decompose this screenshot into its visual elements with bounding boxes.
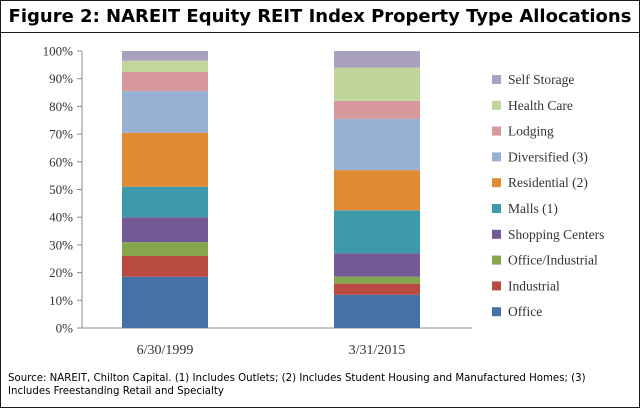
- bar-segment: [122, 132, 208, 187]
- legend-swatch: [492, 100, 501, 110]
- legend-swatch: [492, 255, 501, 265]
- legend-label: Office: [508, 304, 542, 319]
- legend-label: Health Care: [508, 98, 573, 113]
- y-tick-label: 20%: [49, 265, 73, 280]
- x-category-label: 6/30/1999: [137, 343, 194, 358]
- axis-layer: 0% 10% 20% 30% 40% 50% 60% 70% 80% 90% 100% 6/30/19…: [43, 44, 472, 358]
- legend-swatch: [492, 204, 501, 213]
- stacked-bar-chart: 0% 10% 20% 30% 40% 50% 60% 70% 80% 90% 100% 6/30/19…: [43, 44, 605, 359]
- legend-layer: Self Storage Health Care Lodging Diversifie…: [492, 72, 604, 319]
- legend-swatch: [492, 229, 501, 239]
- y-tick-label: 80%: [49, 99, 73, 114]
- legend-swatch: [492, 307, 501, 317]
- bar-segment: [334, 118, 420, 171]
- bar-segment: [122, 71, 208, 92]
- legend-swatch: [492, 178, 501, 188]
- legend-label: Shopping Centers: [508, 227, 604, 242]
- legend-label: Residential (2): [508, 175, 588, 190]
- y-tick-label: 90%: [49, 71, 73, 86]
- legend-label: Lodging: [508, 124, 554, 139]
- bar-segment: [334, 294, 420, 328]
- y-tick-label: 60%: [49, 154, 73, 169]
- bar-segment: [334, 210, 420, 254]
- bar-layer: [122, 51, 420, 328]
- legend-swatch: [492, 152, 501, 162]
- bar-segment: [334, 100, 420, 119]
- bar-segment: [122, 60, 208, 72]
- bar-segment: [334, 253, 420, 277]
- bar-segment: [122, 276, 208, 328]
- legend-swatch: [492, 281, 501, 291]
- y-tick-label: 30%: [49, 237, 73, 252]
- bar-segment: [122, 51, 208, 61]
- chart-title: Figure 2: NAREIT Equity REIT Index Prope…: [8, 6, 632, 27]
- legend-swatch: [492, 75, 501, 84]
- y-tick-label: 100%: [43, 44, 74, 59]
- bar-segment: [334, 67, 420, 101]
- legend-label: Office/Industrial: [508, 253, 598, 268]
- source-note: Source: NAREIT, Chilton Capital. (1) Inc…: [8, 373, 586, 397]
- y-tick-label: 0%: [56, 321, 74, 336]
- bar-segment: [122, 217, 208, 243]
- y-tick-label: 70%: [49, 127, 73, 142]
- title-divider: [1, 32, 639, 33]
- bar-segment: [122, 91, 208, 133]
- y-tick-label: 50%: [49, 182, 73, 197]
- bar-segment: [334, 170, 420, 211]
- legend-label: Industrial: [508, 278, 560, 293]
- bar-segment: [122, 242, 208, 256]
- x-category-label: 3/31/2015: [349, 343, 406, 358]
- legend-label: Malls (1): [508, 201, 558, 216]
- bar-segment: [334, 283, 420, 295]
- bar-segment: [334, 51, 420, 68]
- legend-label: Self Storage: [508, 72, 574, 87]
- bar-segment: [122, 255, 208, 277]
- bar-segment: [122, 186, 208, 218]
- legend-label: Diversified (3): [508, 149, 588, 164]
- bar-segment: [334, 276, 420, 284]
- legend-swatch: [492, 126, 501, 136]
- y-tick-label: 10%: [49, 293, 73, 308]
- y-tick-label: 40%: [49, 210, 73, 225]
